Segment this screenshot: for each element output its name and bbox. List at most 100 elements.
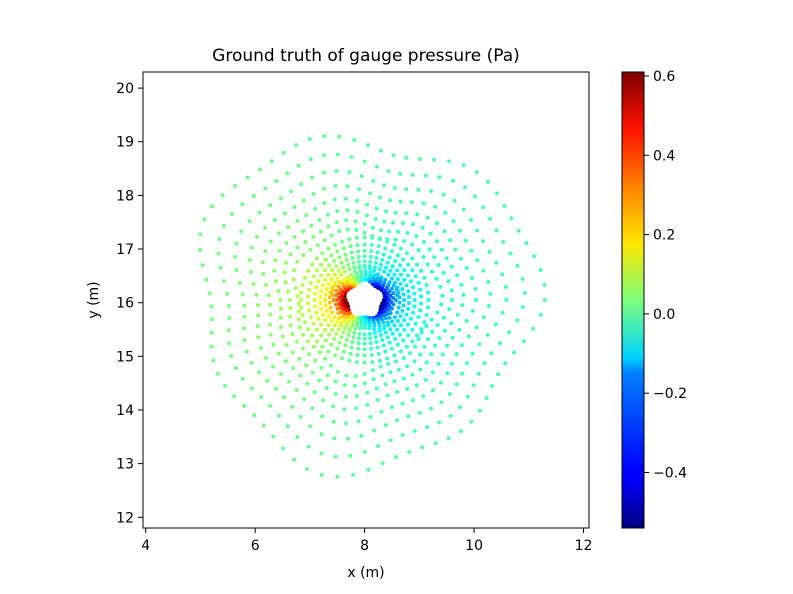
data-point: [256, 313, 261, 318]
data-point: [200, 263, 205, 268]
data-point: [326, 246, 331, 251]
data-point: [248, 270, 253, 275]
data-point: [327, 295, 332, 300]
data-point: [337, 134, 342, 139]
data-point: [316, 316, 321, 321]
y-axis-label: y (m): [86, 281, 102, 318]
data-point: [461, 163, 466, 168]
data-point: [362, 371, 367, 376]
data-point: [329, 253, 334, 258]
data-point: [307, 308, 312, 313]
data-point: [268, 403, 273, 408]
data-point: [349, 155, 354, 159]
data-point: [234, 268, 239, 272]
data-point: [520, 305, 525, 309]
data-point: [451, 178, 455, 183]
data-point: [389, 286, 394, 291]
data-point: [445, 343, 450, 348]
data-point: [278, 325, 283, 330]
data-point: [388, 198, 393, 203]
data-point: [338, 323, 343, 328]
data-point: [278, 315, 283, 320]
data-point: [412, 291, 417, 296]
data-point: [398, 263, 403, 268]
data-point: [371, 178, 376, 183]
plot-area-frame: [142, 71, 590, 529]
data-point: [268, 332, 273, 337]
data-point: [297, 325, 302, 330]
data-point: [240, 202, 245, 207]
data-point: [298, 414, 303, 419]
data-point: [319, 333, 324, 338]
data-point: [382, 309, 387, 314]
data-point: [474, 325, 479, 330]
data-point: [447, 307, 452, 312]
data-point: [271, 364, 276, 369]
data-point: [299, 305, 304, 310]
data-point: [312, 291, 317, 296]
data-point: [438, 284, 443, 289]
data-point: [374, 256, 379, 260]
data-point: [282, 395, 287, 400]
data-point: [387, 289, 392, 294]
data-point: [460, 371, 465, 376]
data-point: [347, 267, 352, 272]
data-point: [362, 449, 367, 454]
data-point: [323, 303, 328, 308]
data-point: [471, 383, 476, 388]
data-point: [362, 230, 367, 235]
data-point: [296, 317, 301, 322]
data-point: [247, 219, 252, 224]
data-point: [389, 249, 394, 254]
y-tick-label: 16: [116, 296, 134, 312]
x-tick-label: 8: [360, 538, 369, 554]
data-point: [382, 269, 387, 274]
data-point: [435, 310, 440, 315]
data-point: [400, 221, 405, 226]
data-point: [345, 321, 350, 326]
data-point: [264, 282, 268, 287]
data-point: [346, 262, 351, 267]
data-point: [383, 316, 388, 321]
data-point: [362, 235, 367, 240]
data-point: [333, 454, 338, 459]
data-point: [363, 275, 368, 280]
data-point: [367, 331, 372, 336]
data-point: [311, 192, 316, 196]
data-point: [486, 304, 491, 308]
data-point: [385, 237, 390, 242]
data-point: [339, 260, 344, 265]
data-point: [233, 366, 238, 370]
data-point: [380, 373, 385, 378]
data-point: [458, 228, 462, 233]
data-point: [436, 361, 441, 366]
data-point: [242, 303, 247, 308]
data-point: [283, 359, 288, 364]
data-point: [496, 372, 501, 377]
data-point: [376, 244, 381, 249]
data-point: [404, 251, 409, 256]
data-point: [398, 199, 403, 204]
data-point: [308, 280, 313, 285]
data-point: [283, 280, 288, 285]
data-point: [326, 323, 331, 328]
data-point: [297, 356, 302, 361]
data-point: [352, 138, 357, 142]
data-point: [288, 306, 293, 311]
data-point: [285, 171, 290, 176]
data-point: [336, 268, 341, 273]
data-point: [473, 194, 478, 199]
data-point: [372, 265, 377, 270]
data-point: [377, 267, 382, 272]
data-point: [261, 423, 266, 428]
data-point: [388, 311, 393, 315]
data-point: [397, 295, 402, 300]
data-point: [336, 311, 341, 316]
data-point: [364, 213, 369, 218]
data-point: [362, 259, 367, 264]
data-point: [431, 370, 435, 375]
data-point: [389, 346, 394, 351]
data-point: [416, 337, 421, 342]
data-point: [304, 213, 309, 217]
data-point: [276, 351, 281, 356]
